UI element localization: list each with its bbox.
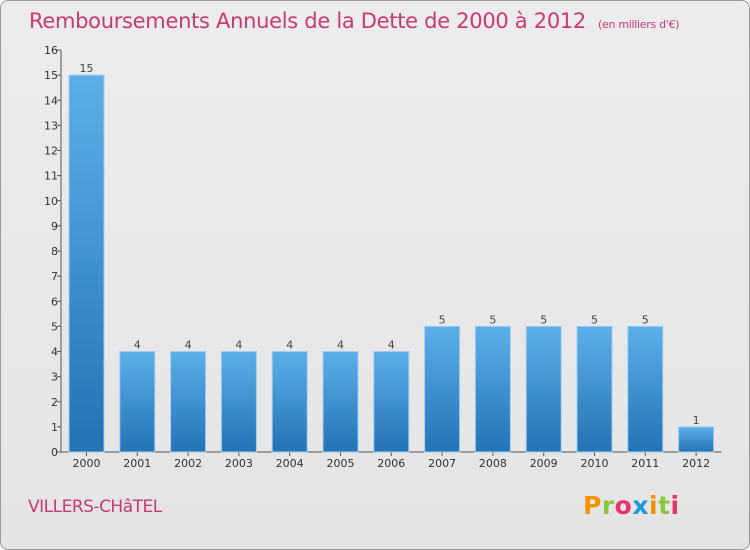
y-tick-label: 1	[51, 421, 58, 434]
y-tick-label: 12	[44, 145, 58, 158]
bar-2011	[627, 325, 664, 453]
chart-bars: 15 4 4 4 4 4 4 5 5 5 5 5 1	[68, 62, 715, 453]
x-tick-label: 2011	[631, 457, 659, 470]
bar-value-label: 4	[134, 339, 141, 352]
bar-value-label: 5	[642, 313, 649, 326]
x-tick-label: 2012	[682, 457, 710, 470]
bar-2004	[271, 351, 308, 453]
bar-2001	[119, 351, 156, 453]
y-tick-label: 0	[51, 446, 58, 459]
x-tick-label: 2003	[225, 457, 253, 470]
bar-2008	[474, 325, 511, 453]
bar-value-label: 4	[388, 339, 395, 352]
bar-value-label: 4	[185, 339, 192, 352]
bar-2006	[373, 351, 410, 453]
bar-value-label: 5	[489, 313, 496, 326]
logo-letter: P	[583, 491, 602, 520]
bar-value-label: 4	[286, 339, 293, 352]
y-tick-label: 6	[51, 295, 58, 308]
y-tick-label: 13	[44, 119, 58, 132]
y-tick-label: 3	[51, 371, 58, 384]
x-tick-label: 2005	[327, 457, 355, 470]
logo-letter: r	[601, 491, 615, 520]
bar-value-label: 4	[337, 339, 344, 352]
logo-letter: i	[649, 491, 659, 520]
x-tick-label: 2000	[73, 457, 101, 470]
logo-letter: i	[670, 491, 680, 520]
bar-2003	[220, 351, 257, 453]
bar-value-label: 5	[591, 313, 598, 326]
x-tick-label: 2004	[276, 457, 304, 470]
bar-2002	[170, 351, 207, 453]
logo-letter: o	[614, 491, 633, 520]
bar-2009	[525, 325, 562, 453]
commune-name: VILLERS-CHâTEL	[28, 497, 162, 517]
x-tick-label: 2001	[123, 457, 151, 470]
logo-letter: x	[632, 491, 649, 520]
bar-value-label: 5	[540, 313, 547, 326]
logo-letter: t	[658, 491, 671, 520]
bar-2000	[68, 74, 105, 453]
y-tick-label: 4	[51, 346, 58, 359]
y-tick-label: 14	[44, 94, 58, 107]
y-tick-label: 5	[51, 320, 58, 333]
chart-subtitle: (en milliers d'€)	[598, 18, 680, 31]
bar-value-label: 5	[439, 313, 446, 326]
x-tick-label: 2002	[174, 457, 202, 470]
y-tick-label: 7	[51, 270, 58, 283]
x-tick-label: 2006	[377, 457, 405, 470]
y-tick-label: 16	[44, 44, 58, 57]
chart-title: Remboursements Annuels de la Dette de 20…	[29, 9, 679, 33]
y-tick-label: 2	[51, 396, 58, 409]
bar-value-label: 4	[235, 339, 242, 352]
bar-2007	[424, 325, 461, 453]
y-tick-label: 11	[44, 170, 58, 183]
x-tick-label: 2010	[581, 457, 609, 470]
x-tick-label: 2009	[530, 457, 558, 470]
x-tick-label: 2007	[428, 457, 456, 470]
y-tick-label: 10	[44, 195, 58, 208]
bar-value-label: 1	[693, 414, 700, 427]
y-tick-label: 8	[51, 245, 58, 258]
bar-2012	[678, 426, 715, 453]
chart-title-text: Remboursements Annuels de la Dette de 20…	[29, 9, 586, 33]
bar-2005	[322, 351, 359, 453]
y-tick-label: 9	[51, 220, 58, 233]
x-tick-label: 2008	[479, 457, 507, 470]
bar-2010	[576, 325, 613, 453]
bar-value-label: 15	[80, 62, 94, 75]
y-tick-label: 15	[44, 69, 58, 82]
proxiti-logo: Proxiti	[583, 491, 680, 520]
